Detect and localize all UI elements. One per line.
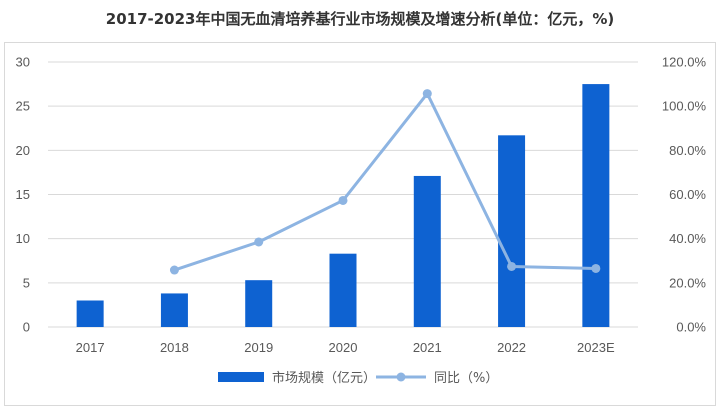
x-tick-label: 2018 bbox=[160, 340, 189, 355]
legend-line-marker bbox=[396, 372, 406, 382]
y-right-tick-label: 80.0% bbox=[669, 143, 706, 158]
y-right-tick-label: 120.0% bbox=[662, 55, 707, 70]
y-left-tick-label: 15 bbox=[16, 187, 30, 202]
y-right-tick-label: 100.0% bbox=[662, 99, 707, 114]
line-point bbox=[254, 237, 264, 247]
legend-bar-swatch bbox=[218, 372, 264, 382]
y-left-tick-label: 25 bbox=[16, 99, 30, 114]
chart-title: 2017-2023年中国无血清培养基行业市场规模及增速分析(单位：亿元，%) bbox=[105, 10, 615, 28]
x-tick-label: 2020 bbox=[329, 340, 358, 355]
x-tick-label: 2022 bbox=[497, 340, 526, 355]
y-left-tick-label: 0 bbox=[23, 320, 30, 335]
y-right-tick-label: 20.0% bbox=[669, 275, 706, 290]
line-point bbox=[591, 263, 601, 273]
y-right-tick-label: 0.0% bbox=[676, 320, 706, 335]
y-right-tick-label: 60.0% bbox=[669, 187, 706, 202]
x-tick-label: 2021 bbox=[413, 340, 442, 355]
bar bbox=[582, 84, 610, 327]
legend-line-label: 同比（%） bbox=[434, 371, 498, 386]
chart-frame bbox=[4, 42, 716, 406]
bar bbox=[329, 253, 357, 327]
line-point bbox=[338, 195, 348, 205]
line-point bbox=[169, 265, 179, 275]
bar bbox=[498, 135, 526, 327]
x-tick-label: 2017 bbox=[76, 340, 105, 355]
growth-line bbox=[173, 92, 596, 272]
y-left-tick-label: 5 bbox=[23, 275, 30, 290]
y-left-tick-label: 10 bbox=[16, 231, 30, 246]
y-right-tick-label: 40.0% bbox=[669, 231, 706, 246]
x-tick-label: 2019 bbox=[244, 340, 273, 355]
x-tick-label: 2023E bbox=[577, 340, 615, 355]
y-left-tick-label: 20 bbox=[16, 143, 30, 158]
line-point bbox=[507, 261, 517, 271]
line-point bbox=[422, 89, 432, 99]
bar bbox=[413, 175, 441, 327]
legend-bar-label: 市场规模（亿元） bbox=[272, 370, 376, 386]
bar bbox=[160, 293, 188, 327]
y-left-tick-label: 30 bbox=[16, 55, 30, 70]
bar bbox=[245, 280, 273, 327]
bar bbox=[76, 300, 104, 327]
